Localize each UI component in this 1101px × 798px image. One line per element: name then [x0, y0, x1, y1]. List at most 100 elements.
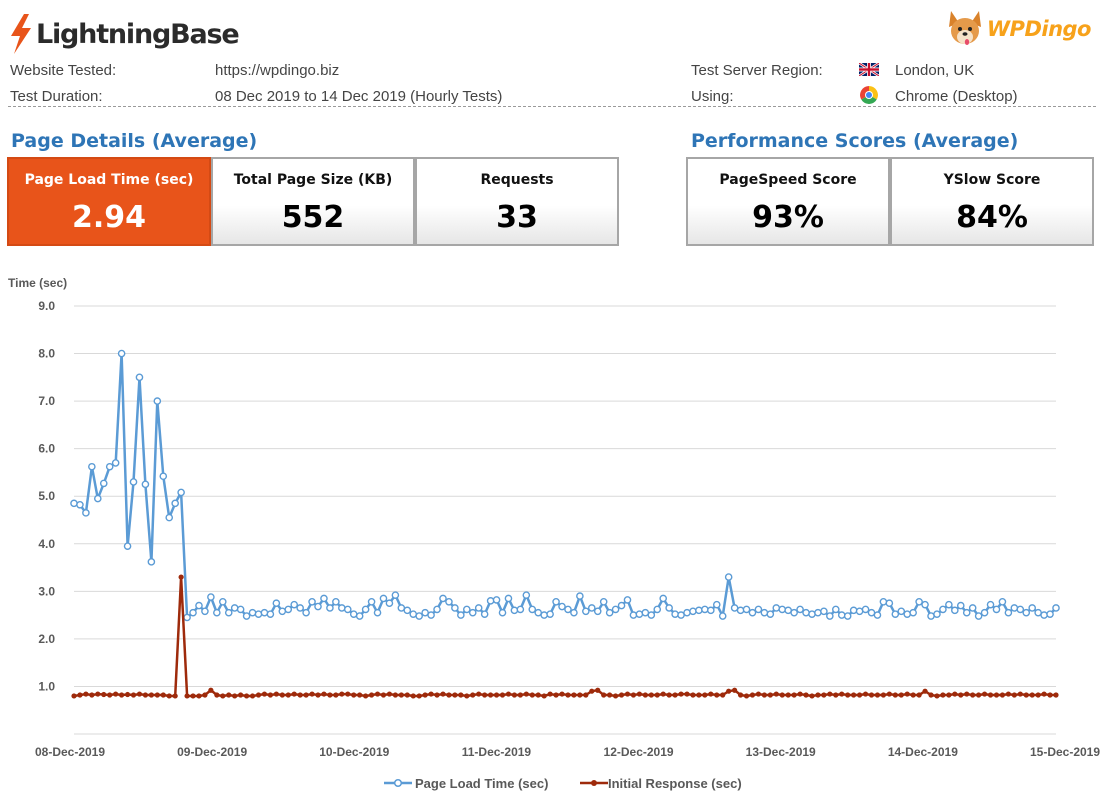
data-point [986, 600, 995, 609]
data-point [791, 692, 797, 698]
data-point [934, 693, 940, 699]
data-point [119, 692, 125, 698]
data-point [492, 596, 501, 604]
total-page-size-card: Total Page Size (KB) 552 [211, 157, 415, 246]
data-point [440, 691, 446, 697]
data-point [833, 692, 839, 698]
performance-scores-title: Performance Scores (Average) [691, 130, 1019, 152]
data-point [434, 692, 440, 698]
data-point [773, 691, 779, 697]
data-point [404, 692, 410, 698]
data-point [939, 605, 947, 614]
data-point [355, 612, 364, 620]
y-tick-label: 9.0 [38, 299, 55, 313]
data-point [285, 692, 291, 698]
data-point [565, 692, 571, 698]
data-point [671, 610, 679, 618]
data-point [695, 606, 703, 615]
data-point [595, 687, 601, 693]
data-point [165, 513, 174, 522]
data-point [499, 692, 506, 698]
data-point [684, 691, 690, 697]
y-tick-label: 7.0 [38, 394, 55, 408]
card-label: Total Page Size (KB) [233, 172, 393, 188]
test-duration-label: Test Duration: [10, 88, 103, 105]
data-point [82, 509, 90, 517]
data-point [249, 693, 256, 699]
x-tick-label: 08-Dec-2019 [35, 745, 105, 759]
data-point [535, 692, 541, 698]
data-point [785, 692, 791, 698]
data-point [593, 607, 602, 616]
data-point [981, 691, 988, 697]
data-point [89, 692, 95, 698]
data-point [826, 612, 834, 620]
data-point [974, 612, 983, 620]
data-point [766, 610, 775, 618]
data-point [630, 692, 637, 698]
data-point [111, 459, 120, 467]
wpdingo-logo: WPDingo [945, 6, 1092, 52]
data-point [660, 691, 666, 697]
data-point [523, 691, 529, 697]
data-point [297, 692, 303, 698]
lightning-base-logo: LightningBase [8, 12, 240, 56]
data-point [956, 601, 965, 610]
data-point [201, 607, 209, 616]
server-region-value: London, UK [895, 62, 975, 79]
data-point [266, 610, 275, 618]
data-point [95, 691, 101, 697]
data-point [464, 693, 470, 699]
card-value: 552 [281, 200, 345, 235]
data-point [702, 692, 708, 698]
card-label: Requests [480, 172, 554, 188]
data-point [457, 611, 465, 619]
data-point [851, 692, 857, 698]
data-point [410, 693, 416, 699]
data-point [909, 608, 917, 617]
data-point [952, 691, 958, 697]
chart-series [70, 349, 1060, 699]
data-point [184, 693, 190, 699]
uk-flag-icon [859, 63, 879, 76]
data-point [814, 608, 822, 617]
data-point [891, 610, 900, 618]
data-point [732, 687, 738, 693]
data-point [1004, 608, 1013, 617]
data-point [601, 692, 607, 698]
data-point [933, 610, 941, 618]
data-point [339, 691, 345, 697]
yslow-score-card: YSlow Score 84% [890, 157, 1094, 246]
data-point [654, 692, 660, 698]
data-point [416, 693, 422, 699]
data-point [308, 597, 316, 606]
y-tick-label: 3.0 [38, 584, 55, 598]
data-point [177, 488, 185, 497]
data-point [861, 605, 870, 614]
chrome-icon [860, 86, 878, 104]
data-point [321, 691, 327, 697]
data-point [647, 611, 656, 619]
data-point [749, 692, 756, 698]
data-point [570, 608, 578, 617]
data-point [617, 601, 626, 610]
data-point [130, 692, 137, 698]
data-point [357, 692, 363, 698]
y-tick-label: 8.0 [38, 347, 55, 361]
data-point [367, 597, 376, 606]
legend-marker-response [591, 780, 597, 786]
data-point [618, 692, 625, 698]
data-point [636, 691, 642, 697]
data-point [195, 601, 203, 610]
data-point [302, 608, 310, 617]
data-point [712, 600, 721, 609]
data-point [380, 692, 387, 698]
load-time-chart: Time (sec) 9.0 8.0 7.0 6.0 5.0 4.0 3.0 2.0 1.0 0… [8, 276, 1100, 791]
data-point [474, 604, 483, 612]
data-point [468, 608, 477, 617]
data-point [892, 692, 898, 698]
data-point [117, 349, 126, 358]
data-point [458, 692, 464, 698]
dingo-dog-icon [948, 11, 981, 45]
data-point [992, 605, 1001, 614]
